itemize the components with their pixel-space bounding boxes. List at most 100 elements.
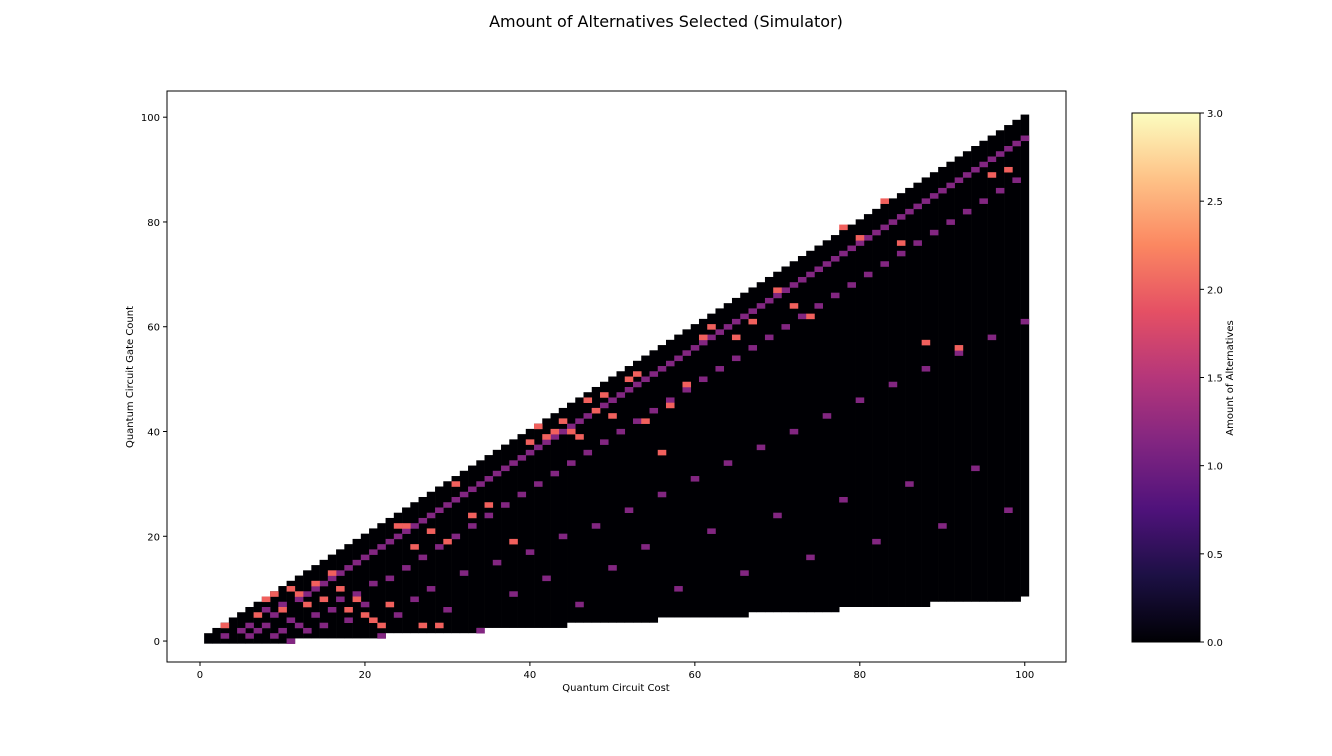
heatmap-column	[863, 214, 873, 607]
heatmap-cell-value-1	[748, 345, 758, 351]
heatmap-cell-value-1	[294, 596, 304, 603]
heatmap-cell-value-2	[806, 313, 815, 320]
heatmap-cell-value-1	[880, 224, 889, 231]
heatmap-cell-value-1	[459, 491, 469, 498]
heatmap-cell-value-2	[484, 502, 494, 508]
heatmap-cell-value-1	[583, 449, 593, 456]
heatmap-cell-value-1	[261, 622, 271, 629]
heatmap-column	[657, 345, 667, 618]
heatmap-cell-value-1	[657, 366, 667, 372]
heatmap-cell-value-1	[261, 606, 271, 613]
heatmap-cell-value-2	[880, 198, 889, 204]
heatmap-cell-value-1	[459, 570, 469, 576]
heatmap-column	[311, 565, 320, 639]
heatmap-cell-value-1	[962, 172, 972, 178]
heatmap-cell-value-1	[369, 549, 378, 555]
heatmap-cell-value-1	[567, 423, 576, 430]
heatmap-cell-value-1	[797, 276, 807, 283]
heatmap-cell-value-1	[278, 601, 287, 608]
heatmap-column	[839, 229, 848, 607]
heatmap-cell-value-2	[954, 345, 964, 351]
heatmap-cell-value-2	[855, 235, 865, 241]
heatmap-cell-value-1	[1004, 146, 1013, 152]
heatmap-cell-value-1	[806, 271, 815, 278]
heatmap-column	[517, 434, 527, 628]
colorbar-tick-label: 0.0	[1207, 638, 1223, 649]
heatmap-cell-value-2	[451, 481, 461, 487]
heatmap-cell-value-2	[608, 413, 617, 419]
y-axis: 0 20 40 60 80 100	[141, 113, 167, 648]
heatmap-cell-value-1	[575, 601, 584, 608]
heatmap-cell-value-1	[443, 502, 452, 508]
heatmap-cell-value-1	[492, 470, 502, 477]
heatmap-cell-value-1	[863, 235, 873, 241]
heatmap-column	[938, 166, 947, 602]
heatmap-column	[731, 297, 741, 618]
heatmap-cell-value-1	[921, 366, 931, 372]
heatmap-column	[764, 276, 774, 613]
heatmap-column	[204, 633, 213, 644]
chart-title: Amount of Alternatives Selected (Simulat…	[489, 12, 843, 31]
heatmap-column	[748, 287, 758, 613]
heatmap-column	[468, 465, 477, 634]
heatmap-cell-value-1	[921, 198, 931, 204]
heatmap-cell-value-1	[764, 297, 774, 304]
heatmap-cell-value-1	[954, 350, 964, 356]
heatmap-cell-value-1	[616, 392, 626, 398]
heatmap-column	[443, 481, 452, 634]
heatmap-cell-value-1	[336, 596, 345, 603]
heatmap-cell-value-1	[525, 449, 535, 456]
heatmap-cell-value-1	[929, 229, 939, 236]
heatmap-cell-value-2	[632, 371, 642, 377]
heatmap-cell-value-1	[1004, 507, 1013, 514]
heatmap-cell-value-2	[534, 423, 543, 430]
colorbar-label: Amount of Alternatives	[1225, 320, 1236, 435]
heatmap-cell-value-2	[443, 538, 452, 545]
heatmap-cell-value-2	[294, 591, 304, 597]
heatmap-cell-value-2	[987, 172, 997, 178]
heatmap-cell-value-1	[971, 465, 980, 472]
heatmap-column	[624, 366, 634, 623]
heatmap-column	[707, 313, 716, 618]
heatmap-column	[847, 224, 856, 607]
colorbar-ticks: 0.0 0.5 1.0 1.5 2.0 2.5 3.0	[1200, 109, 1223, 649]
heatmap-column	[830, 235, 840, 613]
heatmap-cell-value-1	[311, 586, 320, 592]
heatmap-cell-value-1	[707, 528, 716, 534]
heatmap-column	[995, 130, 1005, 602]
heatmap-cell-value-1	[319, 622, 329, 629]
heatmap-cell-value-1	[327, 606, 337, 613]
heatmap-column	[682, 329, 692, 618]
heatmap-cell-value-1	[550, 434, 560, 440]
heatmap-cell-value-1	[517, 455, 527, 461]
heatmap-cell-value-2	[319, 596, 329, 603]
heatmap-cell-value-2	[583, 397, 593, 403]
heatmap-cell-value-1	[245, 622, 254, 629]
heatmap-cell-value-1	[616, 428, 626, 435]
heatmap-cell-value-1	[789, 282, 799, 288]
heatmap-column	[583, 392, 593, 623]
heatmap-column	[286, 580, 296, 644]
heatmap-cell-value-2	[327, 570, 337, 576]
heatmap-cell-value-1	[698, 376, 708, 383]
heatmap-column	[773, 271, 782, 613]
heatmap-column	[896, 193, 906, 607]
heatmap-cell-value-2	[591, 407, 601, 414]
heatmap-column	[946, 161, 955, 602]
heatmap-cell-value-1	[979, 161, 988, 168]
heatmap-cell-value-2	[641, 418, 650, 424]
heatmap-column	[715, 308, 725, 618]
heatmap-cell-value-1	[905, 208, 914, 215]
heatmap-cell-value-1	[872, 538, 881, 545]
heatmap-cell-value-1	[715, 366, 725, 372]
heatmap-cell-value-1	[402, 565, 411, 571]
heatmap-cell-value-2	[921, 339, 931, 346]
heatmap-cell-value-1	[913, 203, 922, 210]
heatmap-column	[426, 491, 436, 634]
heatmap-cell-value-1	[534, 481, 543, 487]
colorbar-tick-label: 2.5	[1207, 197, 1223, 208]
heatmap-cell-value-1	[294, 622, 304, 629]
heatmap-cell-value-1	[509, 460, 518, 466]
heatmap-cell-value-1	[591, 523, 601, 529]
y-tick-label: 100	[141, 113, 160, 124]
